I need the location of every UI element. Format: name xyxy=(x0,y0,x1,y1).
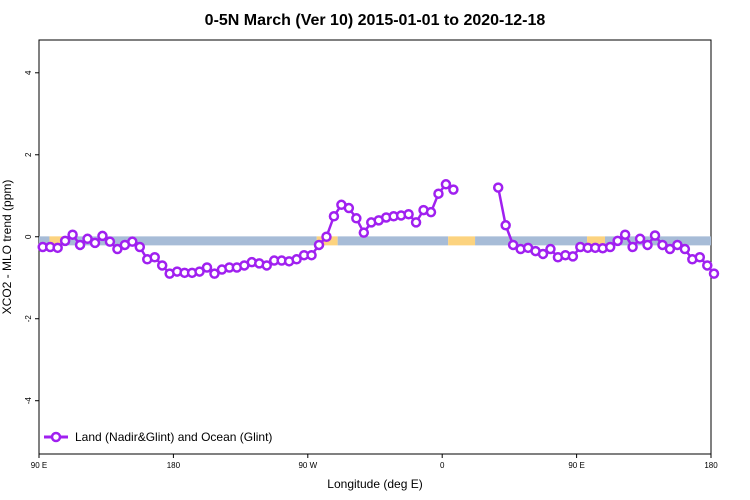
data-point xyxy=(156,260,168,271)
y-axis-label: XCO2 - MLO trend (ppm) xyxy=(0,180,14,315)
data-point xyxy=(89,237,101,249)
data-point xyxy=(642,239,653,251)
data-point xyxy=(425,206,437,218)
y-tick-label: -2 xyxy=(24,315,33,323)
data-point xyxy=(410,217,422,228)
y-axis: -4 -2 0 2 4 xyxy=(24,70,39,404)
x-axis-label: Longitude (deg E) xyxy=(327,477,422,491)
y-tick-label: 0 xyxy=(24,234,33,239)
data-point xyxy=(343,202,355,214)
legend-label: Land (Nadir&Glint) and Ocean (Glint) xyxy=(75,430,272,444)
data-point xyxy=(634,233,646,245)
chart-title: 0-5N March (Ver 10) 2015-01-01 to 2020-1… xyxy=(205,12,546,29)
y-tick-label: 4 xyxy=(24,70,33,75)
y-tick-label: -4 xyxy=(24,397,33,405)
data-point xyxy=(492,182,504,193)
data-point xyxy=(209,268,220,279)
data-point xyxy=(201,262,213,273)
data-point xyxy=(351,213,362,224)
data-point xyxy=(127,236,138,247)
data-point xyxy=(672,239,683,251)
x-tick-label: 180 xyxy=(704,461,718,470)
data-point xyxy=(74,239,86,251)
x-tick-label: 90 E xyxy=(568,461,584,470)
data-point xyxy=(313,239,325,251)
data-point xyxy=(306,249,317,261)
data-point xyxy=(619,229,631,240)
data-point xyxy=(507,239,519,251)
legend: Land (Nadir&Glint) and Ocean (Glint) xyxy=(44,430,272,444)
data-point xyxy=(261,260,272,271)
data-point xyxy=(328,211,340,222)
data-point xyxy=(403,208,414,220)
data-point xyxy=(67,229,78,240)
x-tick-label: 0 xyxy=(440,461,445,470)
data-point xyxy=(664,243,676,255)
data-point xyxy=(52,242,63,254)
data-point xyxy=(604,241,616,253)
data-point xyxy=(97,230,108,242)
data-point xyxy=(657,239,668,251)
data-point xyxy=(694,251,706,263)
data-point xyxy=(194,266,205,277)
data-point xyxy=(149,251,160,263)
data-point xyxy=(112,243,123,255)
data-point xyxy=(627,241,638,253)
data-point xyxy=(104,236,116,247)
data-point xyxy=(59,235,71,247)
data-point xyxy=(649,230,661,241)
data-point xyxy=(500,220,511,231)
x-tick-label: 90 E xyxy=(31,461,47,470)
data-point xyxy=(82,233,93,245)
data-point xyxy=(679,243,691,255)
data-point xyxy=(433,188,444,199)
data-point xyxy=(708,268,720,279)
x-axis: 90 E 180 90 W 0 90 E 180 xyxy=(31,454,718,470)
data-point xyxy=(545,243,556,255)
data-point xyxy=(567,251,579,262)
data-point xyxy=(448,184,459,195)
data-point xyxy=(321,231,332,243)
data-point xyxy=(358,227,370,238)
data-point xyxy=(134,241,146,253)
data-point xyxy=(537,248,549,260)
y-tick-label: 2 xyxy=(24,152,33,157)
series-line-segment-2 xyxy=(496,187,715,275)
legend-marker xyxy=(50,431,62,443)
data-point xyxy=(440,179,452,190)
data-point xyxy=(612,235,623,247)
x-tick-label: 90 W xyxy=(298,461,317,470)
data-point xyxy=(291,254,302,265)
data-point xyxy=(702,260,713,271)
x-tick-label: 180 xyxy=(167,461,181,470)
series-layer xyxy=(37,179,720,279)
